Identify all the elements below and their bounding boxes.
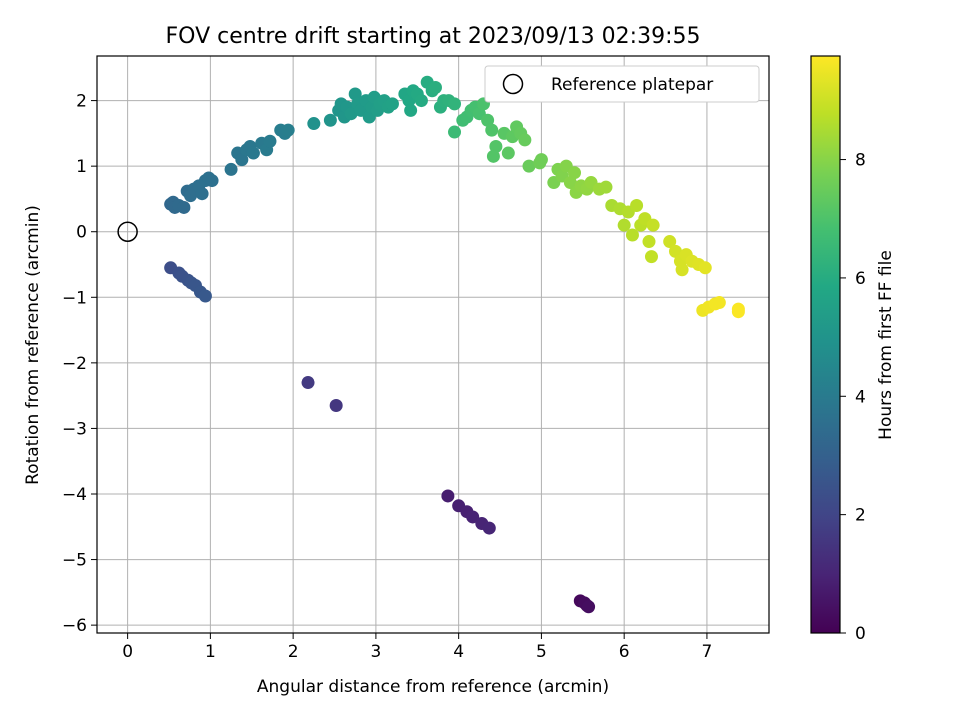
data-point [485, 123, 499, 137]
data-point [301, 376, 315, 390]
y-tick-label: −1 [62, 288, 87, 308]
y-tick-label: −3 [62, 419, 87, 439]
x-tick-label: 7 [702, 642, 713, 662]
y-tick-label: −5 [62, 551, 87, 571]
data-point [568, 166, 582, 180]
legend-reference-marker [502, 73, 524, 95]
x-axis-label: Angular distance from reference (arcmin) [257, 677, 609, 697]
x-tick-label: 4 [453, 642, 464, 662]
colorbar-tick-label: 0 [855, 624, 866, 644]
y-tick-label: 0 [76, 223, 87, 243]
plot-frame [96, 55, 770, 634]
data-point [534, 153, 548, 167]
data-point [385, 97, 399, 111]
data-point [348, 87, 362, 101]
data-point [414, 94, 428, 108]
data-point [205, 174, 219, 188]
grid-lines [97, 56, 769, 633]
data-point [329, 398, 343, 412]
data-point [642, 235, 656, 249]
data-point [448, 97, 462, 111]
x-tick-label: 0 [122, 642, 133, 662]
x-tick-label: 3 [370, 642, 381, 662]
data-point [522, 159, 536, 173]
data-point [281, 123, 295, 137]
data-point [489, 139, 503, 153]
y-axis-ticks: −6 −5 −4 −3 −2 −1 0 1 2 [62, 92, 97, 636]
y-tick-label: 1 [76, 157, 87, 177]
data-point [646, 218, 660, 232]
data-point [177, 200, 191, 214]
legend-box [484, 65, 760, 103]
y-tick-label: 2 [76, 92, 87, 112]
data-point [441, 489, 455, 503]
x-tick-label: 6 [619, 642, 630, 662]
data-point [224, 162, 238, 176]
data-point [486, 149, 500, 163]
x-tick-label: 5 [536, 642, 547, 662]
colorbar-tick-label: 6 [855, 269, 866, 289]
data-point [263, 134, 277, 148]
x-tick-label: 1 [205, 642, 216, 662]
data-point [428, 80, 442, 94]
colorbar-ticks: 0 2 4 6 8 [840, 151, 866, 644]
data-point [663, 235, 677, 249]
data-point [617, 218, 631, 232]
colorbar: 0 2 4 6 8 Hours from first FF file [810, 55, 896, 644]
y-tick-label: −4 [62, 485, 87, 505]
legend-label: Reference platepar [551, 75, 713, 95]
data-point [625, 228, 639, 242]
colorbar-gradient [810, 55, 841, 634]
colorbar-tick-label: 8 [855, 151, 866, 171]
data-point [404, 103, 418, 117]
data-point [195, 187, 209, 201]
data-point [448, 125, 462, 139]
data-point [482, 521, 496, 535]
data-point [599, 180, 613, 194]
data-point [731, 305, 745, 319]
x-tick-label: 2 [288, 642, 299, 662]
y-tick-label: −6 [62, 616, 87, 636]
y-axis-label: Rotation from reference (arcmin) [23, 205, 43, 485]
y-tick-label: −2 [62, 354, 87, 374]
data-point [668, 244, 682, 258]
colorbar-tick-label: 4 [855, 387, 866, 407]
data-point [198, 289, 212, 303]
data-point [501, 146, 515, 160]
colorbar-tick-label: 2 [855, 506, 866, 526]
data-point [644, 250, 658, 264]
data-point [582, 600, 596, 614]
data-point [466, 510, 480, 524]
data-point [712, 296, 726, 310]
data-point [481, 113, 495, 127]
data-point [563, 176, 577, 190]
reference-platepar-marker [117, 221, 138, 242]
data-point [235, 153, 249, 167]
colorbar-label: Hours from first FF file [876, 250, 896, 440]
data-point [246, 146, 260, 160]
x-axis-ticks: 0 1 2 3 4 5 6 7 [122, 633, 712, 662]
scatter-points [164, 75, 745, 614]
chart-title: FOV centre drift starting at 2023/09/13 … [166, 24, 701, 49]
data-point [630, 198, 644, 212]
data-point [518, 133, 532, 147]
legend: Reference platepar [484, 65, 760, 103]
data-point [675, 263, 689, 277]
data-point [344, 107, 358, 121]
data-point [307, 117, 321, 131]
data-point [323, 113, 337, 127]
data-point [698, 261, 712, 275]
